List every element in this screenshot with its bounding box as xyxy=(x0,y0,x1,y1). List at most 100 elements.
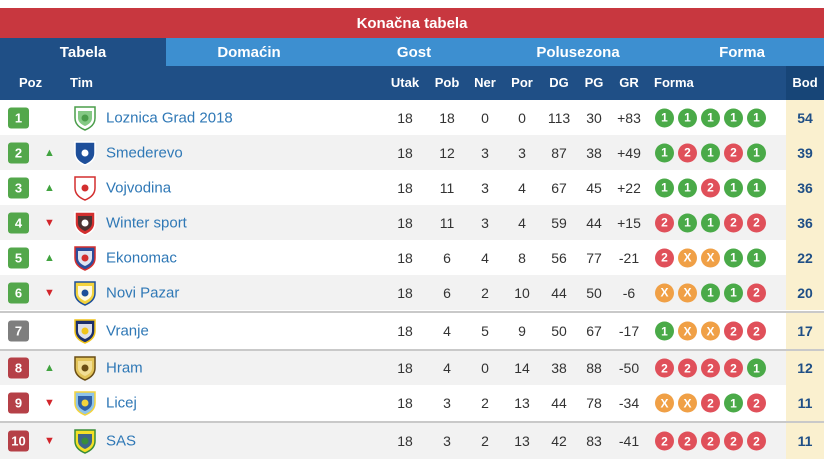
form-loss-badge[interactable]: 2 xyxy=(701,358,720,378)
col-gr[interactable]: GR xyxy=(619,75,639,90)
team-name-link[interactable]: Smederevo xyxy=(106,144,183,161)
form-loss-badge[interactable]: 2 xyxy=(724,143,743,162)
stat-dg: 42 xyxy=(551,433,567,449)
stat-utak: 18 xyxy=(397,360,413,376)
form-loss-badge[interactable]: 2 xyxy=(655,248,674,267)
team-name-link[interactable]: SAS xyxy=(106,432,137,450)
form-loss-badge[interactable]: 2 xyxy=(678,358,697,378)
team-name-link[interactable]: Ekonomac xyxy=(106,249,177,266)
form-loss-badge[interactable]: 2 xyxy=(655,213,674,232)
form-win-badge[interactable]: 1 xyxy=(724,248,743,267)
form-win-badge[interactable]: 1 xyxy=(655,143,674,162)
tab-tabela[interactable]: Tabela xyxy=(0,38,166,66)
table-row[interactable]: 2 ▲ Smederevo 18 12 3 3 87 38 +49 1 2 1 2 1 39 xyxy=(0,135,824,170)
table-row[interactable]: 10 ▼ SAS 18 3 2 13 42 83 -41 2 2 2 2 2 11 xyxy=(0,421,824,459)
form-win-badge[interactable]: 1 xyxy=(724,108,743,127)
form-draw-badge[interactable]: X xyxy=(678,283,697,302)
form-win-badge[interactable]: 1 xyxy=(724,393,743,413)
stat-pob: 4 xyxy=(443,360,451,376)
form-win-badge[interactable]: 1 xyxy=(701,283,720,302)
stat-por: 14 xyxy=(514,360,530,376)
form-loss-badge[interactable]: 2 xyxy=(747,431,766,451)
form-loss-badge[interactable]: 2 xyxy=(747,321,766,341)
col-utak[interactable]: Utak xyxy=(390,75,420,90)
table-row[interactable]: 9 ▼ Licej 18 3 2 13 44 78 -34 X X 2 1 2 11 xyxy=(0,385,824,421)
col-por[interactable]: Por xyxy=(511,75,533,90)
form-loss-badge[interactable]: 2 xyxy=(747,213,766,232)
col-forma[interactable]: Forma xyxy=(654,75,694,90)
form-loss-badge[interactable]: 2 xyxy=(747,393,766,413)
form-draw-badge[interactable]: X xyxy=(701,321,720,341)
stat-ner: 0 xyxy=(481,360,489,376)
team-name-link[interactable]: Vranje xyxy=(106,322,149,340)
team-name-link[interactable]: Winter sport xyxy=(106,214,187,231)
table-row[interactable]: 8 ▲ Hram 18 4 0 14 38 88 -50 2 2 2 2 1 12 xyxy=(0,349,824,385)
form-loss-badge[interactable]: 2 xyxy=(678,143,697,162)
form-loss-badge[interactable]: 2 xyxy=(724,431,743,451)
form-draw-badge[interactable]: X xyxy=(701,248,720,267)
col-ner[interactable]: Ner xyxy=(474,75,496,90)
tab-gost[interactable]: Gost xyxy=(332,38,496,66)
stat-por: 13 xyxy=(514,395,530,411)
form-draw-badge[interactable]: X xyxy=(678,248,697,267)
form-win-badge[interactable]: 1 xyxy=(701,143,720,162)
form-win-badge[interactable]: 1 xyxy=(747,108,766,127)
team-name-link[interactable]: Loznica Grad 2018 xyxy=(106,109,233,126)
form-win-badge[interactable]: 1 xyxy=(701,108,720,127)
form-win-badge[interactable]: 1 xyxy=(747,358,766,378)
team-name-link[interactable]: Hram xyxy=(106,359,143,377)
form-win-badge[interactable]: 1 xyxy=(747,248,766,267)
form-loss-badge[interactable]: 2 xyxy=(655,358,674,378)
form-draw-badge[interactable]: X xyxy=(655,283,674,302)
table-row[interactable]: 3 ▲ Vojvodina 18 11 3 4 67 45 +22 1 1 2 1 1 36 xyxy=(0,170,824,205)
tab-polusezona[interactable]: Polusezona xyxy=(496,38,660,66)
stat-ner: 3 xyxy=(481,179,489,196)
form-win-badge[interactable]: 1 xyxy=(747,143,766,162)
form-loss-badge[interactable]: 2 xyxy=(724,358,743,378)
tab-domacin[interactable]: Domaćin xyxy=(166,38,332,66)
form-win-badge[interactable]: 1 xyxy=(655,108,674,127)
col-dg[interactable]: DG xyxy=(549,75,569,90)
form-win-badge[interactable]: 1 xyxy=(747,178,766,197)
tab-forma[interactable]: Forma xyxy=(660,38,824,66)
form-loss-badge[interactable]: 2 xyxy=(724,321,743,341)
table-row[interactable]: 5 ▲ Ekonomac 18 6 4 8 56 77 -21 2 X X 1 1 22 xyxy=(0,240,824,275)
form-loss-badge[interactable]: 2 xyxy=(701,431,720,451)
form-loss-badge[interactable]: 2 xyxy=(655,431,674,451)
form-draw-badge[interactable]: X xyxy=(655,393,674,413)
form-win-badge[interactable]: 1 xyxy=(701,213,720,232)
form-loss-badge[interactable]: 2 xyxy=(678,431,697,451)
form-loss-badge[interactable]: 2 xyxy=(701,178,720,197)
form-win-badge[interactable]: 1 xyxy=(655,178,674,197)
form-win-badge[interactable]: 1 xyxy=(678,213,697,232)
stat-utak: 18 xyxy=(397,214,413,231)
col-poz[interactable]: Poz xyxy=(19,75,43,90)
form-win-badge[interactable]: 1 xyxy=(724,178,743,197)
stat-utak: 18 xyxy=(397,323,413,339)
team-name-link[interactable]: Licej xyxy=(106,394,137,412)
form-draw-badge[interactable]: X xyxy=(678,393,697,413)
col-pob[interactable]: Pob xyxy=(434,75,460,90)
table-row[interactable]: 4 ▼ Winter sport 18 11 3 4 59 44 +15 2 1 1 2 2 36 xyxy=(0,205,824,240)
table-row[interactable]: 6 ▼ Novi Pazar 18 6 2 10 44 50 -6 X X 1 1 2 20 xyxy=(0,275,824,310)
stat-gr: -21 xyxy=(618,249,640,266)
form-loss-badge[interactable]: 2 xyxy=(747,283,766,302)
form-win-badge[interactable]: 1 xyxy=(724,283,743,302)
table-row[interactable]: 7 Vranje 18 4 5 9 50 67 -17 1 X X 2 2 17 xyxy=(0,311,824,349)
form-win-badge[interactable]: 1 xyxy=(655,321,674,341)
col-tim[interactable]: Tim xyxy=(70,75,93,90)
form-loss-badge[interactable]: 2 xyxy=(724,213,743,232)
col-pg[interactable]: PG xyxy=(584,75,604,90)
form-draw-badge[interactable]: X xyxy=(678,321,697,341)
col-bod[interactable]: Bod xyxy=(786,66,824,100)
team-name-link[interactable]: Novi Pazar xyxy=(106,284,180,301)
points-cell: 17 xyxy=(786,313,824,349)
form-win-badge[interactable]: 1 xyxy=(678,108,697,127)
team-name-link[interactable]: Vojvodina xyxy=(106,179,172,196)
table-row[interactable]: 1 Loznica Grad 2018 18 18 0 0 113 30 +83 1 1 1 1 1 54 xyxy=(0,100,824,135)
form-loss-badge[interactable]: 2 xyxy=(701,393,720,413)
form-win-badge[interactable]: 1 xyxy=(678,178,697,197)
